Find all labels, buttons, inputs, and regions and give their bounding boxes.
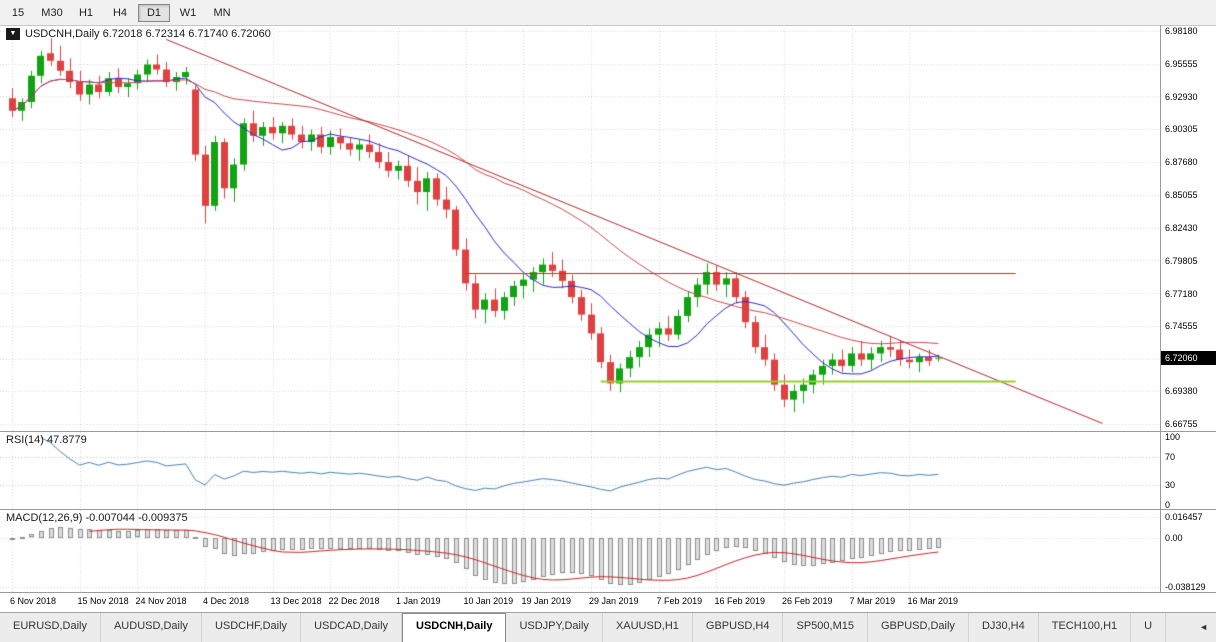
date-axis-label: 4 Dec 2018 xyxy=(203,596,250,606)
price-axis-label: 6.90305 xyxy=(1165,124,1198,135)
price-axis-label: 6.82430 xyxy=(1165,222,1198,233)
timeframe-button-w1[interactable]: W1 xyxy=(179,6,197,19)
macd-axis-label: -0.038129 xyxy=(1165,582,1206,593)
price-axis-label: 6.85055 xyxy=(1165,190,1198,201)
timeframe-button-h1[interactable]: H1 xyxy=(78,6,94,19)
price-axis-label: 6.92930 xyxy=(1165,91,1198,102)
rsi-axis-label: 0 xyxy=(1165,500,1171,510)
tab-usdcnh-daily[interactable]: USDCNH,Daily xyxy=(402,613,507,642)
price-axis-label: 6.79805 xyxy=(1165,255,1198,266)
rsi-axis-label: 70 xyxy=(1165,452,1176,463)
price-axis-label: 6.74555 xyxy=(1165,321,1198,332)
tab-gbpusd-h4[interactable]: GBPUSD,H4 xyxy=(693,613,784,642)
price-axis-label: 6.98180 xyxy=(1165,26,1198,36)
price-axis-separator xyxy=(1160,25,1161,592)
current-price-tag: 6.72060 xyxy=(1161,350,1216,365)
date-axis-label: 10 Jan 2019 xyxy=(463,596,514,606)
rsi-axis-label: 100 xyxy=(1165,432,1181,442)
price-axis-label: 6.66755 xyxy=(1165,419,1198,429)
timeframe-button-mn[interactable]: MN xyxy=(213,6,231,19)
macd-panel-canvas[interactable] xyxy=(0,510,1160,592)
tab-tech100-h1[interactable]: TECH100,H1 xyxy=(1039,613,1132,642)
date-axis-label: 26 Feb 2019 xyxy=(782,596,833,606)
macd-axis-label: 0.00 xyxy=(1165,532,1183,543)
tab-sp500-m15[interactable]: SP500,M15 xyxy=(783,613,868,642)
date-axis-label: 16 Feb 2019 xyxy=(714,596,765,606)
tab-audusd-daily[interactable]: AUDUSD,Daily xyxy=(101,613,202,642)
date-axis-label: 7 Mar 2019 xyxy=(849,596,896,606)
macd-header: MACD(12,26,9) -0.007044 -0.009375 xyxy=(6,512,188,524)
tab-usdcad-daily[interactable]: USDCAD,Daily xyxy=(301,613,403,642)
date-axis-label: 29 Jan 2019 xyxy=(589,596,639,606)
chart-symbol-header: ▼ USDCNH,Daily 6.72018 6.72314 6.71740 6.… xyxy=(6,28,271,41)
timeframe-button-d1[interactable]: D1 xyxy=(138,3,170,22)
tab-scroll-left-button[interactable]: ◄ xyxy=(1199,622,1208,632)
date-axis-label: 7 Feb 2019 xyxy=(656,596,703,606)
price-axis-label: 6.69380 xyxy=(1165,386,1198,397)
main-chart-canvas[interactable] xyxy=(0,25,1160,431)
tab-usdchf-daily[interactable]: USDCHF,Daily xyxy=(202,613,302,642)
date-axis-label: 19 Jan 2019 xyxy=(521,596,571,606)
date-axis-label: 22 Dec 2018 xyxy=(328,596,380,606)
timeframe-toolbar: 15 M30 H1 H4 D1 W1 MN xyxy=(0,0,1216,26)
date-axis-label: 1 Jan 2019 xyxy=(396,596,441,606)
rsi-axis-label: 30 xyxy=(1165,479,1176,490)
price-axis-label: 6.87680 xyxy=(1165,157,1198,168)
triangle-down-icon: ▼ xyxy=(9,30,17,38)
date-axis-label: 6 Nov 2018 xyxy=(10,596,57,606)
tab-u[interactable]: U xyxy=(1131,613,1167,642)
tab-dj30-h4[interactable]: DJ30,H4 xyxy=(969,613,1039,642)
date-axis-label: 24 Nov 2018 xyxy=(135,596,187,606)
panel-separator xyxy=(0,592,1216,593)
one-click-trading-toggle[interactable]: ▼ xyxy=(6,28,20,41)
panel-separator[interactable] xyxy=(0,509,1216,510)
rsi-header: RSI(14) 47.8779 xyxy=(6,434,87,446)
macd-axis-label: 0.016457 xyxy=(1165,511,1203,522)
chart-ohlc-values: 6.72018 6.72314 6.71740 6.72060 xyxy=(102,28,271,40)
symbol-tab-bar: EURUSD,Daily AUDUSD,Daily USDCHF,Daily USDC… xyxy=(0,612,1216,642)
tab-usdjpy-daily[interactable]: USDJPY,Daily xyxy=(506,613,603,642)
date-axis-label: 13 Dec 2018 xyxy=(270,596,322,606)
timeframe-button-m30[interactable]: M30 xyxy=(41,6,63,19)
timeframe-button-h4[interactable]: H4 xyxy=(112,6,128,19)
date-axis-label: 16 Mar 2019 xyxy=(907,596,958,606)
price-axis-label: 6.95555 xyxy=(1165,58,1198,69)
chart-symbol-label: USDCNH,Daily xyxy=(25,28,100,40)
price-axis-label: 6.77180 xyxy=(1165,288,1198,299)
tab-gbpusd-daily[interactable]: GBPUSD,Daily xyxy=(868,613,969,642)
rsi-panel-canvas[interactable] xyxy=(0,432,1160,509)
tab-eurusd-daily[interactable]: EURUSD,Daily xyxy=(0,613,101,642)
tab-xauusd-h1[interactable]: XAUUSD,H1 xyxy=(603,613,693,642)
panel-separator[interactable] xyxy=(0,431,1216,432)
timeframe-button-15[interactable]: 15 xyxy=(11,6,25,19)
date-axis-label: 15 Nov 2018 xyxy=(77,596,129,606)
